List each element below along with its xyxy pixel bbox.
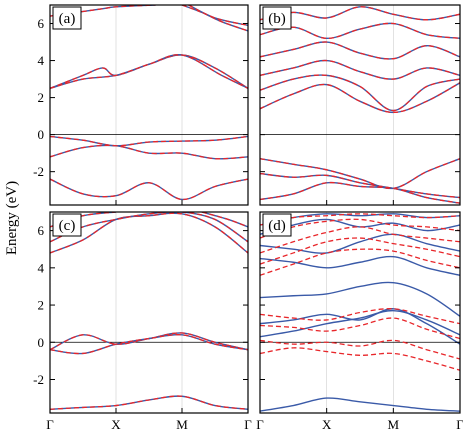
band-line-red-9 <box>260 22 460 39</box>
band-line-blue-4 <box>260 59 460 80</box>
band-panel-3: -2 0 2 4 6 Γ X M Γ (c) <box>33 211 252 432</box>
band-panel-1: -2 0 2 4 6 (a) <box>33 4 249 206</box>
y-tick-label: 4 <box>38 53 45 68</box>
y-axis-label: Energy (eV) <box>4 181 20 255</box>
y-tick-label: 4 <box>38 260 45 275</box>
band-line-blue-12 <box>260 158 460 190</box>
band-line-red-7 <box>201 212 248 228</box>
band-panel-4: Γ X M Γ (d) <box>256 211 463 432</box>
band-line-red-1 <box>50 54 248 89</box>
band-line-red-7 <box>50 144 248 160</box>
band-line-blue-6 <box>260 41 460 60</box>
band-line-blue-4 <box>260 233 460 254</box>
band-line-red-8 <box>260 347 460 371</box>
band-line-red-9 <box>260 339 460 360</box>
panel-tag: (d) <box>268 218 286 234</box>
band-line-red-17 <box>260 181 460 204</box>
band-line-blue-5 <box>260 218 460 236</box>
band-line-red-11 <box>50 334 248 355</box>
bands <box>50 212 248 410</box>
band-line-red-3 <box>50 212 248 243</box>
y-tick-label: 0 <box>38 335 45 350</box>
band-line-red-1 <box>260 82 460 114</box>
band-line-blue-4 <box>50 135 248 147</box>
y-tick-label: 6 <box>38 16 45 31</box>
band-line-red-5 <box>50 135 248 147</box>
band-panel-2: (b) <box>259 4 461 206</box>
panel-frame <box>49 4 249 206</box>
x-tick-label: Γ <box>256 417 264 432</box>
band-line-red-9 <box>50 332 248 351</box>
x-tick-label: M <box>176 417 188 432</box>
panel-tag-box <box>262 6 292 30</box>
band-line-red-3 <box>260 74 460 112</box>
band-line-red-9 <box>50 178 248 201</box>
band-line-red-11 <box>260 308 460 325</box>
band-line-red-15 <box>260 172 460 199</box>
band-line-red-3 <box>50 54 248 89</box>
x-tick-label: M <box>388 417 400 432</box>
panel-tag: (a) <box>59 11 76 27</box>
panel-tag-box <box>262 213 292 237</box>
x-tick-label: Γ <box>244 417 252 432</box>
x-tick-label: X <box>111 417 121 432</box>
band-line-blue-2 <box>260 281 460 317</box>
x-tick-label: Γ <box>46 417 54 432</box>
panel-tag-box <box>52 6 82 30</box>
band-line-red-1 <box>50 212 248 254</box>
band-line-red-11 <box>260 6 460 21</box>
band-line-red-5 <box>260 59 460 80</box>
band-line-blue-12 <box>50 395 248 410</box>
band-line-red-14 <box>260 226 460 254</box>
band-line-blue-14 <box>188 5 248 27</box>
band-line-red-13 <box>50 395 248 410</box>
band-line-red-13 <box>260 158 460 190</box>
band-line-red-15 <box>260 218 460 239</box>
band-line-red-13 <box>181 5 248 32</box>
panel-tag-box <box>52 213 82 237</box>
band-line-blue-7 <box>260 397 460 412</box>
panel-tag: (b) <box>268 11 286 27</box>
bands <box>50 5 248 201</box>
y-tick-label: 0 <box>38 127 45 142</box>
y-tick-label: 2 <box>38 90 45 105</box>
band-line-blue-6 <box>50 144 248 160</box>
band-line-blue-2 <box>50 54 248 90</box>
y-tick-label: -2 <box>33 164 44 179</box>
y-tick-label: -2 <box>33 372 44 387</box>
band-line-red-10 <box>260 317 460 340</box>
band-line-blue-16 <box>260 181 460 204</box>
bands <box>260 213 460 412</box>
panel-frame <box>259 211 461 414</box>
x-tick-label: Γ <box>456 417 463 432</box>
band-line-blue-2 <box>260 74 460 112</box>
band-line-red-15 <box>188 5 248 27</box>
band-line-blue-10 <box>50 333 248 355</box>
y-tick-label: 6 <box>38 223 45 238</box>
band-line-red-7 <box>260 41 460 60</box>
band-line-blue-0 <box>50 54 248 89</box>
band-line-red-16 <box>260 213 460 226</box>
x-tick-label: X <box>322 417 332 432</box>
panel-frame <box>49 211 249 414</box>
band-line-red-13 <box>260 237 460 265</box>
band-line-blue-1 <box>260 309 460 338</box>
panel-tag: (c) <box>59 218 76 234</box>
y-tick-label: 2 <box>38 298 45 313</box>
band-line-red-12 <box>260 248 460 276</box>
band-line-blue-0 <box>260 308 460 345</box>
band-line-blue-3 <box>260 255 460 276</box>
bands <box>260 6 460 204</box>
panel-frame <box>259 4 461 206</box>
